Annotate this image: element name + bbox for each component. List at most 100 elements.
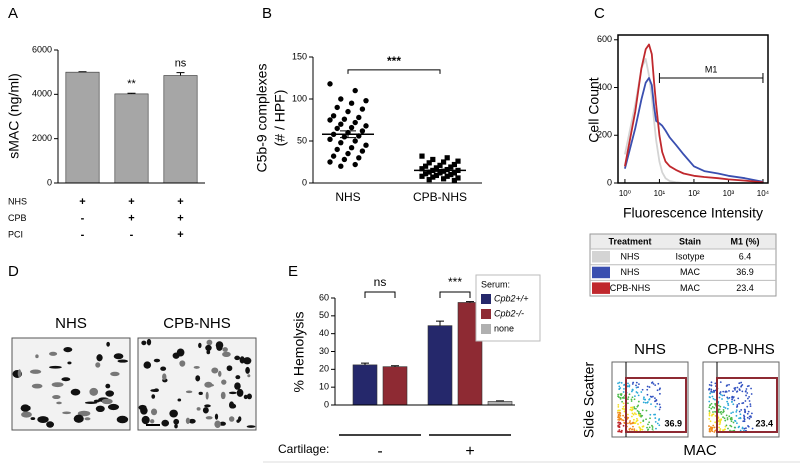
point bbox=[330, 113, 337, 119]
cell bbox=[198, 342, 202, 349]
event-dot bbox=[748, 415, 751, 418]
condition-sign: + bbox=[177, 229, 183, 241]
cell bbox=[105, 383, 111, 389]
cell bbox=[204, 404, 211, 408]
event-dot bbox=[656, 402, 659, 405]
y-axis-label: sMAC (ng/ml) bbox=[6, 73, 22, 159]
event-dot bbox=[633, 406, 636, 408]
event-dot bbox=[725, 414, 728, 417]
point bbox=[334, 146, 340, 153]
cell bbox=[219, 421, 226, 426]
event-dot bbox=[622, 405, 625, 408]
gate-value: 36.9 bbox=[664, 418, 682, 428]
event-dot bbox=[653, 413, 655, 416]
histogram-line bbox=[624, 43, 764, 184]
cell bbox=[146, 338, 152, 346]
point bbox=[426, 169, 432, 175]
event-dot bbox=[721, 398, 723, 400]
point bbox=[419, 166, 425, 172]
event-dot bbox=[722, 390, 725, 393]
event-dot bbox=[650, 403, 652, 406]
event-dot bbox=[718, 426, 720, 429]
cell bbox=[89, 387, 99, 396]
cell bbox=[218, 370, 222, 377]
event-dot bbox=[746, 405, 749, 408]
event-dot bbox=[637, 412, 640, 415]
table-cell: 36.9 bbox=[736, 267, 754, 277]
event-dot bbox=[620, 381, 623, 384]
cell bbox=[205, 416, 213, 420]
point bbox=[430, 174, 436, 180]
event-dot bbox=[708, 414, 711, 417]
event-dot bbox=[654, 384, 657, 387]
event-dot bbox=[712, 411, 714, 413]
event-dot bbox=[708, 404, 711, 407]
event-dot bbox=[648, 386, 651, 388]
event-dot bbox=[746, 385, 749, 388]
event-dot bbox=[631, 389, 634, 391]
event-dot bbox=[640, 391, 643, 393]
condition-sign: + bbox=[128, 212, 134, 224]
cell bbox=[113, 353, 124, 360]
cell bbox=[84, 401, 98, 405]
event-dot bbox=[641, 428, 644, 431]
event-dot bbox=[648, 398, 650, 401]
event-dot bbox=[636, 391, 639, 394]
cell bbox=[95, 362, 101, 368]
condition-sign: - bbox=[81, 212, 85, 224]
point bbox=[327, 136, 333, 143]
event-dot bbox=[719, 419, 722, 422]
cell bbox=[84, 417, 91, 421]
event-dot bbox=[637, 394, 640, 397]
point bbox=[338, 96, 344, 102]
event-dot bbox=[708, 383, 711, 386]
point bbox=[359, 148, 366, 154]
cell bbox=[153, 358, 161, 363]
x-tick-label: CPB-NHS bbox=[413, 190, 467, 204]
event-dot bbox=[627, 398, 629, 401]
panel-letter: C bbox=[594, 5, 605, 22]
event-dot bbox=[638, 383, 640, 386]
event-dot bbox=[726, 384, 729, 387]
table-cell: MAC bbox=[680, 267, 701, 277]
event-dot bbox=[658, 408, 661, 411]
event-dot bbox=[654, 405, 657, 408]
event-dot bbox=[738, 382, 741, 385]
bar bbox=[352, 364, 378, 406]
point bbox=[345, 150, 351, 157]
y-tick-label: 0 bbox=[302, 177, 307, 187]
event-dot bbox=[636, 419, 639, 422]
y-tick-label: 600 bbox=[597, 34, 612, 44]
event-dot bbox=[718, 396, 721, 399]
event-dot bbox=[627, 382, 629, 385]
cell bbox=[106, 341, 110, 347]
event-dot bbox=[637, 404, 640, 407]
point bbox=[448, 172, 454, 178]
event-dot bbox=[732, 421, 735, 424]
event-dot bbox=[621, 419, 624, 421]
x-axis-label: Fluorescence Intensity bbox=[623, 205, 763, 221]
cell bbox=[161, 419, 170, 427]
event-dot bbox=[736, 386, 739, 389]
event-dot bbox=[627, 422, 629, 425]
event-dot bbox=[723, 417, 726, 420]
error-bar bbox=[391, 365, 399, 367]
y-axis-label: % Hemolysis bbox=[291, 312, 307, 393]
event-dot bbox=[713, 391, 716, 393]
cell bbox=[173, 418, 180, 425]
event-dot bbox=[618, 409, 621, 412]
event-dot bbox=[639, 421, 642, 424]
event-dot bbox=[618, 423, 621, 426]
event-dot bbox=[642, 425, 645, 427]
event-dot bbox=[747, 410, 750, 413]
cell bbox=[247, 374, 251, 378]
y-tick-label: 0 bbox=[324, 399, 329, 409]
event-dot bbox=[738, 402, 740, 405]
plot-frame bbox=[617, 34, 769, 184]
event-dot bbox=[708, 425, 710, 427]
event-dot bbox=[732, 396, 735, 398]
event-dot bbox=[718, 392, 721, 395]
event-dot bbox=[618, 413, 621, 416]
cell bbox=[105, 390, 115, 397]
event-dot bbox=[746, 416, 749, 419]
